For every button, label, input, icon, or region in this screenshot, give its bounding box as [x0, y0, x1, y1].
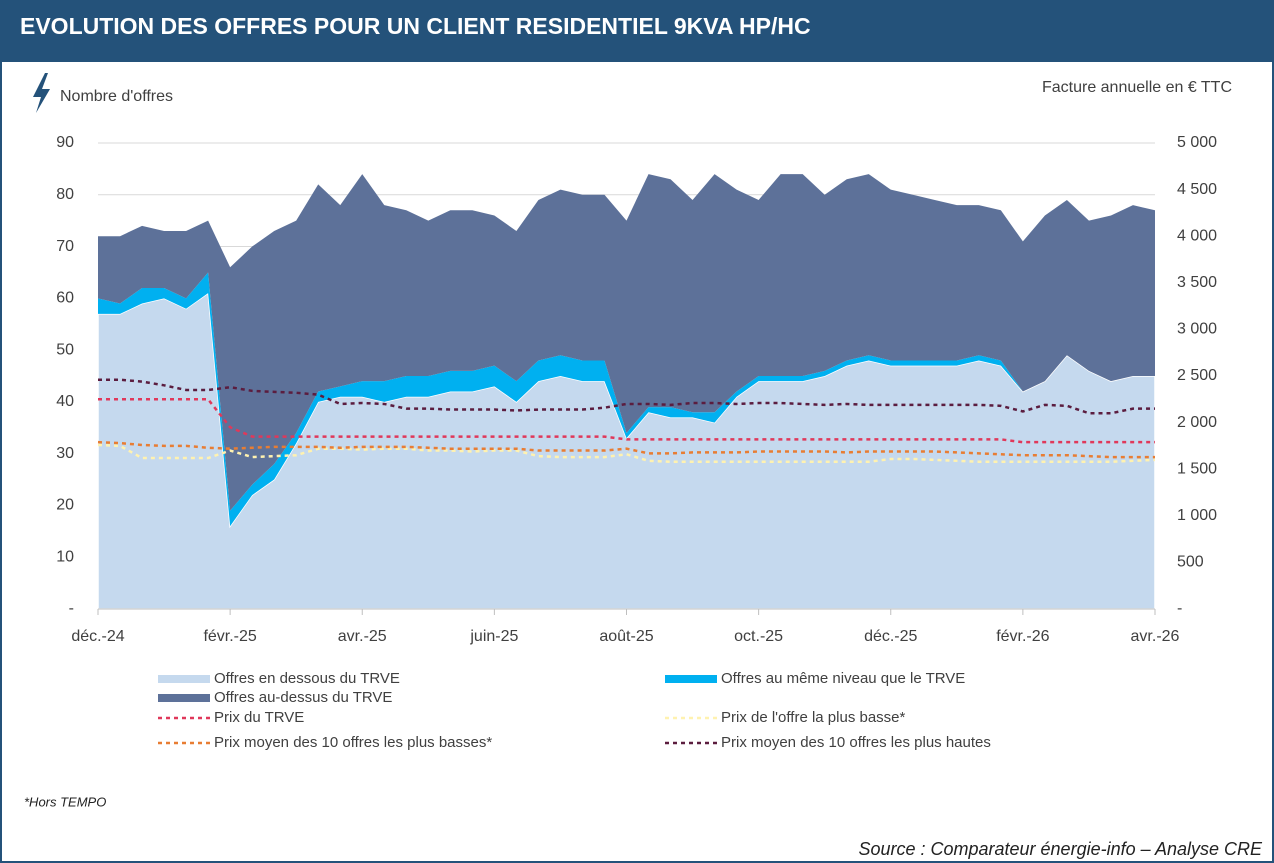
- y-tick-label: 90: [56, 134, 74, 151]
- price-line: [97, 440, 1155, 459]
- y2-tick-label: 3 000: [1177, 321, 1217, 338]
- legend-swatch: [158, 694, 210, 702]
- legend-label: Prix moyen des 10 offres les plus basses…: [214, 734, 492, 751]
- y-tick-label: 50: [56, 341, 74, 358]
- price-line: [97, 443, 1156, 463]
- x-tick-label: avr.-25: [338, 628, 387, 645]
- y2-tick-label: 4 500: [1177, 181, 1217, 198]
- y2-tick-label: 4 000: [1177, 227, 1217, 244]
- y-tick-label: 60: [56, 290, 74, 307]
- y2-tick-label: 500: [1177, 554, 1204, 571]
- y-tick-label: 40: [56, 393, 74, 410]
- legend-label: Offres au même niveau que le TRVE: [721, 670, 965, 687]
- y2-tick-label: 2 500: [1177, 367, 1217, 384]
- x-tick-label: févr.-26: [996, 628, 1049, 645]
- y2-tick-label: 5 000: [1177, 134, 1217, 151]
- x-tick-label: juin-25: [469, 628, 518, 645]
- legend-label: Prix moyen des 10 offres les plus hautes: [721, 734, 991, 751]
- x-tick-label: déc.-25: [864, 628, 917, 645]
- chart-title: EVOLUTION DES OFFRES POUR UN CLIENT RESI…: [20, 13, 811, 39]
- y2-tick-label: 1 500: [1177, 460, 1217, 477]
- y2-axis-label: Facture annuelle en € TTC: [1042, 79, 1232, 96]
- y-tick-label: 30: [56, 445, 74, 462]
- legend-label: Offres au-dessus du TRVE: [214, 689, 392, 706]
- price-line: [98, 378, 1155, 415]
- y2-tick-label: 1 000: [1177, 507, 1217, 524]
- source: Source : Comparateur énergie-info – Anal…: [858, 839, 1263, 859]
- y-tick-label: 10: [56, 548, 74, 565]
- x-tick-label: févr.-25: [203, 628, 256, 645]
- y2-tick-label: 2 000: [1177, 414, 1217, 431]
- x-tick-label: déc.-24: [71, 628, 124, 645]
- y2-tick-label: -: [1177, 600, 1182, 617]
- bolt-icon: [33, 73, 50, 113]
- y-axis-label: Nombre d'offres: [60, 88, 173, 105]
- y-tick-label: -: [69, 600, 74, 617]
- y2-tick-label: 3 500: [1177, 274, 1217, 291]
- x-tick-label: avr.-26: [1131, 628, 1180, 645]
- y-tick-label: 20: [56, 497, 74, 514]
- legend-label: Offres en dessous du TRVE: [214, 670, 400, 687]
- legend-label: Prix de l'offre la plus basse*: [721, 709, 906, 726]
- x-tick-label: oct.-25: [734, 628, 783, 645]
- header: [0, 0, 1274, 62]
- y-tick-label: 70: [56, 238, 74, 255]
- legend-swatch: [158, 675, 210, 683]
- y-tick-label: 80: [56, 186, 74, 203]
- area: [98, 174, 1155, 511]
- legend-label: Prix du TRVE: [214, 709, 304, 726]
- legend-swatch: [665, 675, 717, 683]
- x-tick-label: août-25: [599, 628, 653, 645]
- footnote: *Hors TEMPO: [24, 794, 106, 809]
- price-line: [98, 398, 1155, 444]
